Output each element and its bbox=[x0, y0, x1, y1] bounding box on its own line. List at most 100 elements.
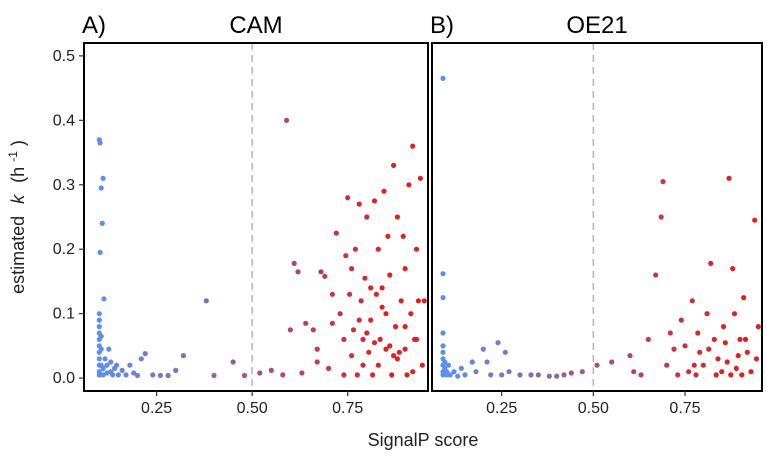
data-point bbox=[352, 246, 358, 252]
data-point bbox=[704, 311, 710, 317]
data-point bbox=[100, 175, 106, 181]
data-point bbox=[356, 201, 362, 207]
data-point bbox=[440, 330, 446, 336]
data-point bbox=[455, 373, 461, 379]
data-point bbox=[110, 372, 116, 378]
data-point bbox=[671, 346, 677, 352]
data-point bbox=[658, 214, 664, 220]
data-point bbox=[402, 324, 408, 330]
y-tick-label: 0.0 bbox=[53, 370, 75, 387]
data-point bbox=[385, 233, 391, 239]
data-point bbox=[373, 291, 379, 297]
data-point bbox=[377, 336, 383, 342]
x-tick-label: 0.25 bbox=[141, 400, 172, 417]
data-point bbox=[371, 340, 378, 346]
data-point bbox=[682, 343, 688, 349]
x-tick-label: 0.50 bbox=[237, 400, 268, 417]
data-point bbox=[410, 143, 416, 149]
data-point bbox=[394, 356, 400, 362]
data-point bbox=[561, 372, 567, 378]
data-point bbox=[131, 370, 137, 376]
panels-layer: A) CAM 0.25 0.50 0.75 0.0 0.1 0.2 0.3 0.4 0.5 B) OE2… bbox=[53, 12, 763, 417]
data-point bbox=[730, 266, 736, 272]
data-point bbox=[419, 362, 425, 368]
data-point bbox=[594, 362, 600, 368]
data-point bbox=[360, 362, 366, 368]
y-axis-title-symbol: k bbox=[8, 194, 28, 204]
data-point bbox=[440, 349, 446, 355]
data-point bbox=[389, 372, 395, 378]
data-point bbox=[341, 372, 347, 378]
data-point bbox=[739, 372, 745, 378]
data-point bbox=[370, 372, 376, 378]
data-point bbox=[383, 311, 389, 317]
data-point bbox=[417, 175, 423, 181]
data-point bbox=[287, 327, 293, 333]
data-point bbox=[469, 359, 475, 365]
data-point bbox=[693, 372, 699, 378]
panel-frame bbox=[431, 42, 763, 392]
data-point bbox=[368, 317, 374, 323]
data-point bbox=[329, 320, 335, 326]
data-point bbox=[708, 260, 714, 266]
data-point bbox=[381, 188, 387, 194]
data-point bbox=[728, 372, 734, 378]
data-point bbox=[318, 269, 324, 275]
data-point bbox=[97, 140, 103, 146]
data-point bbox=[724, 359, 730, 365]
data-point bbox=[410, 369, 416, 375]
data-point bbox=[343, 253, 349, 259]
data-point bbox=[364, 214, 370, 220]
data-point bbox=[392, 324, 399, 330]
panel-title: OE21 bbox=[566, 12, 627, 39]
data-point bbox=[462, 372, 468, 378]
data-point bbox=[421, 298, 427, 304]
data-point bbox=[742, 336, 749, 342]
data-point bbox=[400, 233, 406, 239]
data-point bbox=[645, 336, 651, 342]
data-point bbox=[627, 353, 633, 359]
data-point bbox=[413, 336, 420, 342]
data-point bbox=[700, 362, 706, 368]
data-point bbox=[517, 372, 523, 378]
data-point bbox=[653, 272, 659, 278]
data-point bbox=[697, 349, 703, 355]
data-point bbox=[284, 117, 290, 123]
data-point bbox=[675, 372, 681, 378]
data-point bbox=[96, 311, 102, 317]
data-point bbox=[528, 372, 534, 378]
data-point bbox=[415, 298, 421, 304]
data-point bbox=[350, 327, 357, 333]
data-point bbox=[413, 246, 420, 252]
data-point bbox=[349, 266, 355, 272]
data-point bbox=[706, 346, 712, 352]
panel-b: B) OE21 0.25 0.50 0.75 bbox=[430, 12, 763, 417]
x-tick-label: 0.50 bbox=[578, 400, 609, 417]
data-point bbox=[445, 362, 452, 368]
data-point bbox=[579, 369, 585, 375]
data-point bbox=[741, 295, 747, 301]
data-point bbox=[96, 317, 102, 323]
data-point bbox=[173, 367, 179, 373]
data-point bbox=[134, 372, 141, 379]
data-point bbox=[362, 275, 368, 281]
data-point bbox=[495, 340, 501, 346]
data-point bbox=[726, 175, 732, 181]
data-point bbox=[408, 311, 414, 317]
y-tick-label: 0.4 bbox=[53, 112, 75, 129]
y-tick-label: 0.2 bbox=[53, 241, 75, 258]
data-point bbox=[322, 273, 328, 279]
data-point bbox=[546, 373, 552, 379]
data-point bbox=[101, 296, 107, 302]
data-point bbox=[387, 343, 393, 349]
data-point bbox=[127, 362, 133, 368]
data-point bbox=[440, 372, 446, 378]
data-point bbox=[113, 362, 120, 368]
y-tick-label: 0.1 bbox=[53, 306, 75, 323]
data-point bbox=[440, 295, 446, 301]
data-point bbox=[108, 359, 114, 365]
data-point bbox=[100, 365, 106, 371]
data-point bbox=[535, 372, 541, 378]
data-point bbox=[268, 367, 274, 373]
